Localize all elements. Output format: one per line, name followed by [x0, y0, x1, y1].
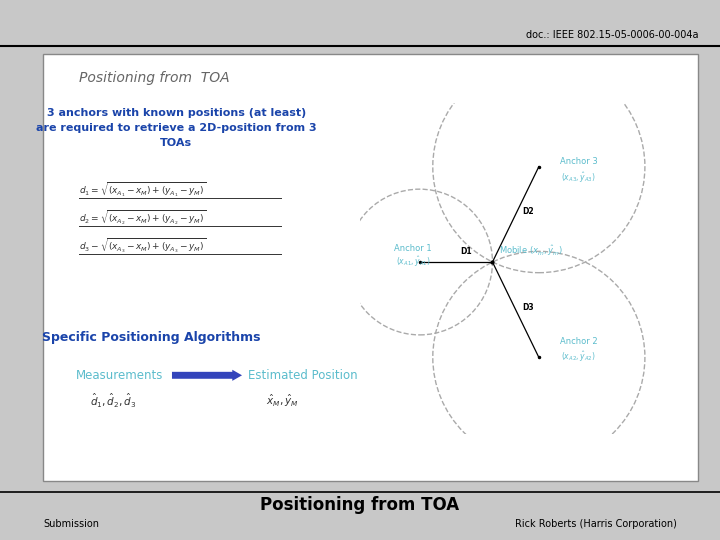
Text: Mobile $(x_m, \hat{y}_m)$: Mobile $(x_m, \hat{y}_m)$: [499, 244, 563, 258]
Text: Anchor 3: Anchor 3: [559, 157, 598, 166]
Text: $(x_{A3}, \hat{y}_{A3})$: $(x_{A3}, \hat{y}_{A3})$: [561, 171, 596, 185]
Text: Rick Roberts (Harris Corporation): Rick Roberts (Harris Corporation): [515, 519, 677, 529]
Text: doc.: IEEE 802.15-05-0006-00-004a: doc.: IEEE 802.15-05-0006-00-004a: [526, 30, 698, 40]
Text: $d_1 = \sqrt{(x_{A_1} - x_M) + (y_{A_1} - y_M)}$: $d_1 = \sqrt{(x_{A_1} - x_M) + (y_{A_1} …: [79, 180, 207, 198]
Text: $(x_{A1}, \hat{y}_{A1})$: $(x_{A1}, \hat{y}_{A1})$: [395, 254, 431, 269]
Text: are required to retrieve a 2D-position from 3: are required to retrieve a 2D-position f…: [36, 123, 317, 133]
Text: $\hat{d}_1, \hat{d}_2, \hat{d}_3$: $\hat{d}_1, \hat{d}_2, \hat{d}_3$: [90, 392, 137, 410]
Text: $d_3 - \sqrt{(x_{A_3} - x_M) + (y_{A_3} - y_M)}$: $d_3 - \sqrt{(x_{A_3} - x_M) + (y_{A_3} …: [79, 237, 207, 254]
Text: Estimated Position: Estimated Position: [248, 369, 358, 382]
Text: Measurements: Measurements: [76, 369, 163, 382]
Text: $d_2 = \sqrt{(x_{A_2} - x_M) + (y_{A_2} - y_M)}$: $d_2 = \sqrt{(x_{A_2} - x_M) + (y_{A_2} …: [79, 208, 207, 226]
Text: Submission: Submission: [43, 519, 99, 529]
Text: Positioning from  TOA: Positioning from TOA: [79, 71, 230, 85]
Text: D2: D2: [522, 207, 534, 217]
Text: TOAs: TOAs: [161, 138, 192, 147]
Text: Anchor 2: Anchor 2: [559, 337, 598, 346]
Text: D3: D3: [522, 303, 534, 312]
Text: $(x_{A2}, \hat{y}_{A2})$: $(x_{A2}, \hat{y}_{A2})$: [561, 349, 596, 364]
Text: 3 anchors with known positions (at least): 3 anchors with known positions (at least…: [47, 109, 306, 118]
Text: Positioning from TOA: Positioning from TOA: [261, 496, 459, 514]
Text: Specific Positioning Algorithms: Specific Positioning Algorithms: [42, 331, 261, 344]
Text: D1: D1: [460, 247, 472, 256]
Text: Anchor 1: Anchor 1: [394, 245, 432, 253]
Text: $\hat{x}_M, \hat{y}_M$: $\hat{x}_M, \hat{y}_M$: [266, 393, 299, 409]
